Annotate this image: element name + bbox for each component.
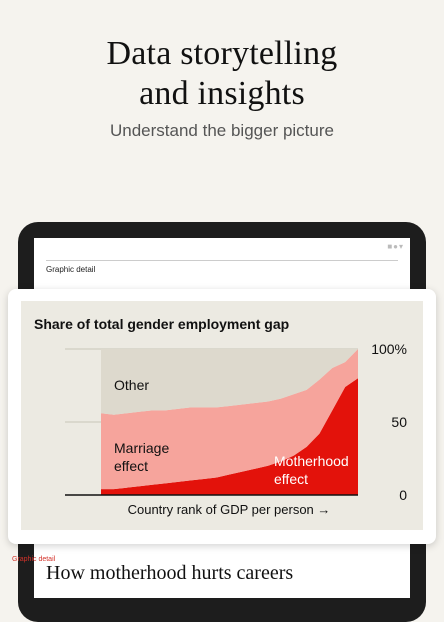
article-section-label: Graphic detail [12,556,56,563]
article-headline[interactable]: How motherhood hurts careers [46,562,294,584]
series-label-other: Other [114,377,149,393]
y-tick-label: 50 [391,414,407,430]
x-axis-label: Country rank of GDP per person → [128,502,331,517]
series-label-motherhood-line2: effect [274,471,308,487]
divider [46,260,398,261]
section-label: Graphic detail [46,265,96,274]
chart-svg: 100% 50 0 Other Marriage effect Motherhood… [65,341,407,517]
chart-title: Share of total gender employment gap [34,316,290,332]
y-tick-label: 100% [371,341,407,357]
series-label-marriage-line1: Marriage [114,440,169,456]
area-marriage [101,349,358,490]
hero-title-line1: Data storytelling [106,35,338,72]
hero-subtitle: Understand the bigger picture [110,121,334,140]
area-other [101,349,358,415]
hero-title: Data storytelling and insights [0,34,444,114]
area-motherhood [101,378,358,495]
chart-card[interactable]: Share of total gender employment gap 100… [8,289,436,544]
y-tick-label: 0 [399,487,407,503]
chart-panel: Share of total gender employment gap 100… [21,301,423,530]
hero-title-line2: and insights [139,75,305,112]
series-label-motherhood-line1: Motherhood [274,453,349,469]
series-label-marriage-line2: effect [114,458,148,474]
window-dots-icon: ■●▾ [387,242,404,251]
